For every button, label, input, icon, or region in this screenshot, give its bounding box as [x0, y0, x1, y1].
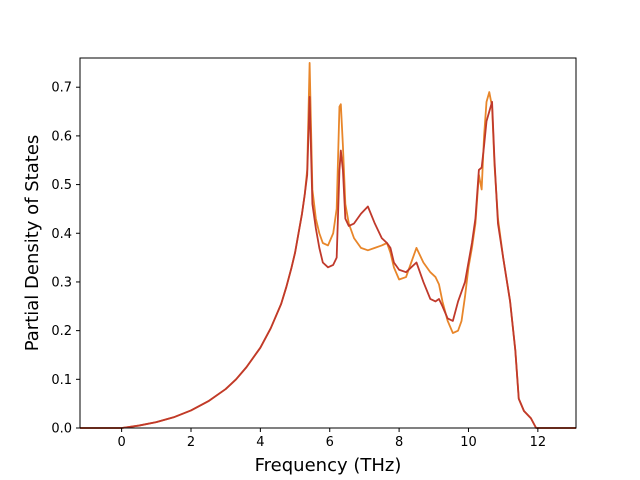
y-axis-ticks: 0.0 0.1 0.2 0.3 0.4 0.5 0.6 0.7 [51, 81, 80, 437]
series-layer [80, 61, 576, 429]
x-axis-ticks: 0 2 4 6 8 10 12 [117, 428, 546, 450]
y-tick-label: 0.4 [51, 227, 72, 242]
y-tick-label: 0.2 [51, 324, 72, 339]
y-axis-label: Partial Density of States [22, 135, 43, 352]
x-tick-label: 0 [117, 435, 125, 450]
plot-frame [79, 57, 577, 429]
x-tick-label: 10 [460, 435, 477, 450]
x-tick-label: 12 [530, 435, 547, 450]
y-tick-label: 0.7 [51, 81, 72, 96]
x-tick-label: 2 [187, 435, 195, 450]
y-tick-label: 0.5 [51, 178, 72, 193]
y-tick-label: 0.3 [51, 275, 72, 290]
x-tick-label: 4 [256, 435, 264, 450]
x-tick-label: 6 [326, 435, 334, 450]
x-axis-label: Frequency (THz) [255, 455, 402, 476]
y-tick-label: 0.6 [51, 129, 72, 144]
series-line-2 [80, 96, 576, 429]
x-tick-label: 8 [395, 435, 403, 450]
y-tick-label: 0.1 [51, 373, 72, 388]
y-tick-label: 0.0 [51, 422, 72, 437]
